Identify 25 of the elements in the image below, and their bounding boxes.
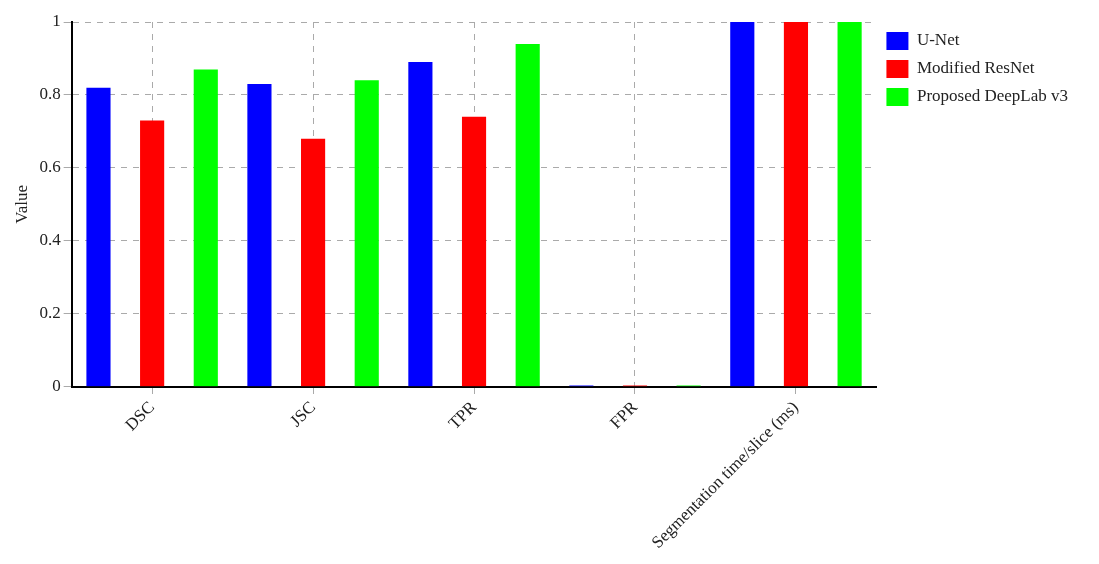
bar	[461, 116, 487, 387]
bar	[408, 62, 433, 387]
legend-label: Modified ResNet	[916, 58, 1035, 78]
x-tick-label: FPR	[606, 396, 642, 433]
y-tick-label: 0.4	[39, 230, 62, 250]
y-tick-label: 0.8	[39, 84, 61, 104]
bar	[515, 43, 540, 387]
y-tick-label: 0.2	[39, 303, 61, 323]
bar	[86, 87, 111, 387]
bar	[837, 22, 862, 387]
bar	[354, 80, 379, 387]
y-tick-label: 1	[52, 11, 61, 31]
x-tick-label: TPR	[444, 397, 481, 433]
y-axis-title: Value	[11, 184, 31, 224]
legend-label: Proposed DeepLab v3	[916, 86, 1068, 106]
y-tick-label: 0.6	[39, 157, 61, 177]
legend-label: U-Net	[916, 30, 960, 50]
bar	[730, 22, 755, 387]
bar	[247, 84, 272, 387]
x-tick-label: JSC	[286, 397, 320, 431]
bar	[301, 138, 326, 387]
bar	[193, 69, 218, 387]
y-tick-label: 0	[52, 376, 61, 396]
bar	[783, 22, 809, 387]
bar	[140, 120, 165, 387]
